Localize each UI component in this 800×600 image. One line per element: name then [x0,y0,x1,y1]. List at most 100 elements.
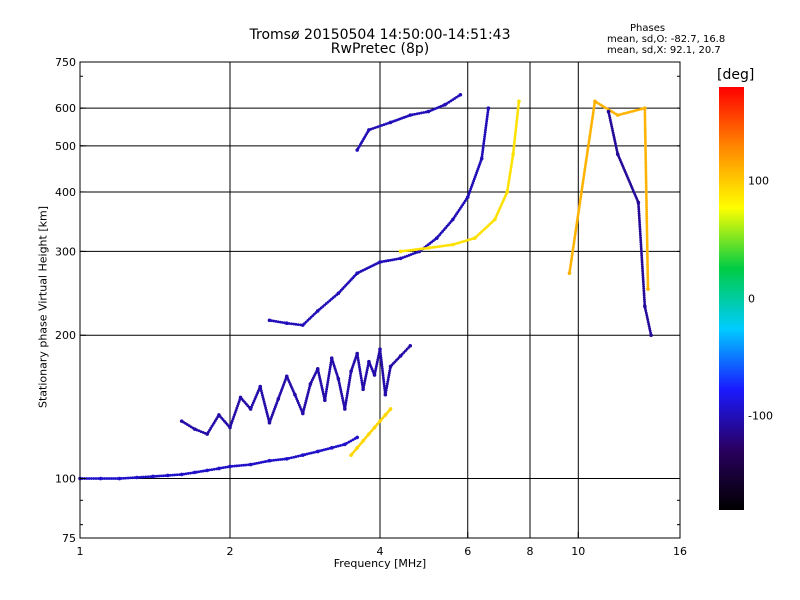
echo-dot [306,390,310,394]
echo-dot [645,212,649,216]
echo-dot [221,466,225,470]
echo-dot [375,362,379,366]
echo-dot [278,458,282,461]
echo-dot [645,252,649,256]
echo-dot [159,474,163,478]
echo-dot [458,241,461,245]
echo-dot [380,123,384,127]
echo-dot [292,455,296,459]
echo-dot [418,247,422,251]
echo-dot [642,296,646,299]
echo-dot [255,461,259,465]
echo-dot [485,115,489,119]
echo-dot [646,254,649,258]
echo-dot [270,459,274,462]
echo-dot [568,269,572,273]
echo-dot [644,146,647,150]
echo-dot [506,186,510,189]
echo-dot [485,119,489,123]
echo-dot [515,115,519,119]
x-tick-label: 16 [673,545,687,558]
echo-dot [420,111,423,115]
echo-dot [162,474,165,478]
echo-dot [323,396,327,400]
echo-dot [381,375,385,379]
echo-dot [571,247,575,251]
echo-dot [645,228,649,231]
echo-dot [305,397,309,401]
echo-dot [615,148,619,152]
echo-dot [571,250,575,253]
echo-dot [517,104,520,108]
echo-dot [641,267,644,271]
echo-dot [382,382,386,386]
data-point [267,458,272,463]
echo-dot [344,398,348,402]
echo-dot [643,122,647,125]
echo-dot [469,237,472,241]
data-point [378,347,382,351]
echo-dot [343,405,347,409]
echo-dot [373,126,377,130]
x-tick-label: 1 [77,545,84,558]
echo-dot [312,451,315,454]
echo-dot [508,175,512,178]
echo-dot [641,278,645,282]
echo-dot [90,477,93,480]
echo-dot [575,223,578,227]
echo-dot [516,110,520,114]
echo-dot [643,307,647,310]
echo-dot [646,318,650,322]
echo-dot [322,392,325,396]
echo-dot [413,112,417,116]
echo-dot [363,379,367,383]
echo-dot [422,111,426,114]
echo-dot [301,409,305,413]
echo-dot [304,401,307,405]
echo-dot [644,155,648,159]
echo-dot [309,451,313,455]
echo-dot [111,477,115,480]
echo-dot [609,123,613,126]
echo-dot [317,373,321,377]
echo-dot [139,475,143,479]
echo-dot [575,219,579,223]
echo-dot [589,130,592,134]
echo-dot [363,381,366,385]
echo-dot [272,458,276,462]
echo-dot [317,371,321,375]
echo-dot [646,261,649,265]
echo-dot [401,249,405,253]
echo-dot [482,141,486,145]
data-point [134,475,139,480]
echo-dot [384,259,388,263]
echo-dot [611,131,615,135]
echo-dot [482,144,485,147]
echo-dot [643,113,647,117]
echo-dot [433,245,437,249]
echo-dot [642,285,645,288]
echo-dot [429,246,432,250]
echo-dot [507,181,510,185]
y-tick-label: 400 [55,186,76,199]
echo-dot [120,477,124,480]
echo-dot [637,209,641,213]
echo-dot [358,370,362,373]
data-point [646,287,650,291]
echo-dot [589,128,593,132]
data-point [479,156,484,161]
echo-dot [306,393,310,396]
echo-dot [259,387,263,391]
echo-dot [643,298,646,302]
echo-dot [403,249,407,253]
echo-dot [480,155,484,158]
chart-subtitle: RwPretec (8p) [330,41,430,57]
echo-dot [379,354,383,358]
echo-dot [569,258,573,262]
echo-dot [87,477,91,480]
echo-dot [184,472,188,476]
echo-dot [583,169,587,173]
echo-dot [638,218,641,222]
echo-dot [259,389,263,393]
echo-dot [641,271,645,275]
